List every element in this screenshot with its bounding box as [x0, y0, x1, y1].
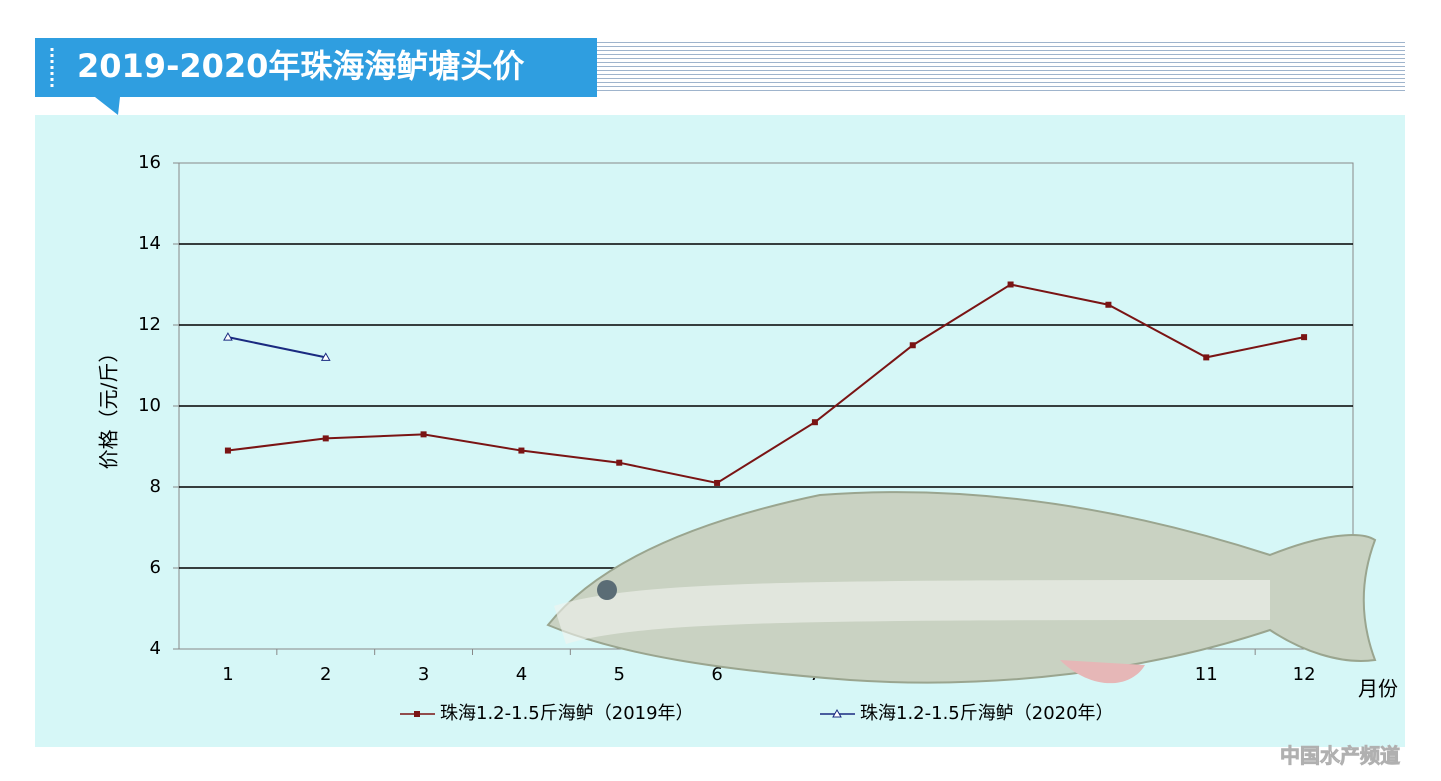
y-tick-label: 8	[150, 476, 161, 497]
y-axis-label: 价格（元/斤）	[97, 343, 121, 470]
x-tick-label: 1	[222, 664, 233, 685]
y-tick-label: 12	[138, 314, 161, 335]
x-axis-label: 月份	[1358, 677, 1398, 701]
y-tick-label: 14	[138, 233, 161, 254]
point	[420, 431, 427, 438]
legend-marker	[832, 708, 842, 718]
point	[1203, 354, 1210, 361]
point	[714, 479, 721, 486]
point	[518, 447, 525, 454]
title-banner	[35, 38, 597, 115]
legend-marker	[414, 711, 420, 717]
point	[909, 342, 916, 349]
point	[1105, 301, 1112, 308]
watermark: 中国水产频道	[1280, 744, 1400, 768]
point	[322, 435, 329, 442]
y-tick-label: 6	[150, 557, 161, 578]
series-line	[227, 283, 1305, 485]
point	[224, 447, 231, 454]
x-tick-label: 2	[320, 664, 331, 685]
point	[1007, 281, 1014, 288]
legend-label: 珠海1.2-1.5斤海鲈（2019年）	[440, 703, 694, 724]
point	[320, 352, 331, 361]
point	[1301, 334, 1308, 341]
y-tick-label: 4	[150, 638, 161, 659]
point	[223, 332, 233, 341]
data-layer: 珠海1.2-1.5斤海鲈（2019年） 珠海1.2-1.5斤海鲈（2020年）	[223, 281, 1308, 724]
x-tick-label: 12	[1293, 664, 1316, 685]
header-stripes	[597, 42, 1405, 92]
x-tick-label: 11	[1195, 664, 1218, 685]
y-tick-label: 10	[138, 395, 161, 416]
x-tick-label: 5	[614, 664, 625, 685]
x-tick-label: 3	[418, 664, 429, 685]
x-tick-label: 6	[711, 664, 722, 685]
point	[616, 459, 623, 466]
chart-title: 2019-2020年珠海海鲈塘头价	[77, 47, 524, 85]
y-tick-label: 16	[138, 152, 161, 173]
x-tick-label: 4	[516, 664, 527, 685]
fish-illustration	[546, 491, 1377, 684]
point	[811, 419, 818, 426]
legend-label: 珠海1.2-1.5斤海鲈（2020年）	[860, 703, 1114, 724]
series-line	[227, 336, 326, 359]
